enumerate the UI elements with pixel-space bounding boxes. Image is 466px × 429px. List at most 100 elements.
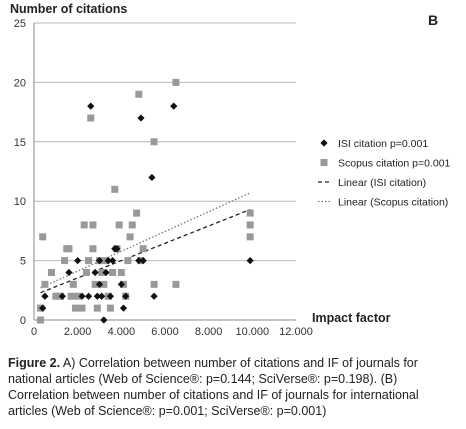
isi-point: [102, 268, 110, 277]
isi-point: [58, 292, 66, 300]
trendlines: [40, 192, 251, 294]
scopus-point: [89, 245, 97, 253]
scopus-point: [126, 233, 134, 241]
scopus-point: [117, 268, 125, 276]
scopus-point: [74, 292, 82, 300]
scopus-point: [85, 257, 93, 265]
isi-point: [84, 292, 93, 300]
scopus-point: [172, 78, 180, 86]
x-axis-label: Impact factor: [312, 311, 391, 325]
trendline: [40, 192, 251, 289]
scopus-point: [111, 185, 119, 193]
x-tick-label: 4.000: [108, 326, 136, 338]
scopus-point: [41, 280, 49, 288]
x-tick-label: 8.000: [195, 326, 223, 338]
scopus-point: [128, 221, 136, 229]
caption-text: A) Correlation between number of citatio…: [8, 356, 419, 418]
isi-point: [98, 292, 106, 300]
scatter-chart: 0 5 10 15 20 25 0 2.000 4.000 6.000 8.000 10.000 12.…: [10, 2, 451, 338]
isi-point: [113, 245, 121, 253]
isi-point: [74, 257, 82, 265]
isi-point: [119, 304, 128, 312]
scopus-point: [172, 280, 180, 288]
legend-label: Linear (Scopus citation): [338, 197, 448, 209]
y-tick-label: 25: [14, 18, 26, 30]
isi-point: [100, 316, 108, 324]
scopus-point: [246, 221, 254, 229]
scopus-point: [246, 209, 254, 217]
panel-label: B: [428, 12, 438, 28]
y-tick-label: 0: [20, 315, 26, 327]
scopus-point: [150, 280, 158, 288]
legend-marker: [320, 139, 328, 147]
x-tick-label: 12.000: [279, 326, 313, 338]
data-points: [37, 78, 254, 324]
scopus-point: [37, 316, 45, 324]
isi-point: [117, 280, 125, 288]
isi-point: [150, 292, 158, 300]
isi-point: [106, 292, 115, 300]
tick-labels: 0 5 10 15 20 25 0 2.000 4.000 6.000 8.000 10.000 12.…: [14, 18, 313, 338]
y-tick-label: 15: [14, 137, 26, 149]
isi-point: [139, 257, 147, 265]
scopus-point: [39, 233, 47, 241]
scopus-point: [87, 114, 95, 122]
caption-label: Figure 2.: [8, 356, 61, 370]
isi-point: [148, 173, 156, 182]
isi-point: [39, 304, 47, 312]
grid-lines: [34, 22, 296, 262]
scopus-point: [52, 292, 60, 300]
scopus-point: [98, 268, 106, 276]
isi-point: [65, 268, 73, 277]
isi-point: [137, 114, 145, 122]
scopus-point: [150, 138, 158, 146]
scopus-point: [246, 233, 254, 241]
isi-point: [41, 292, 49, 300]
scopus-point: [71, 304, 79, 312]
isi-point: [93, 292, 101, 300]
scopus-point: [93, 304, 101, 312]
y-tick-label: 20: [14, 77, 26, 89]
scopus-point: [67, 292, 75, 300]
scopus-point: [91, 280, 99, 288]
x-tick-label: 0: [31, 326, 37, 338]
scopus-point: [89, 221, 97, 229]
scopus-point: [106, 304, 114, 312]
figure-caption: Figure 2. A) Correlation between number …: [8, 355, 460, 419]
x-tick-label: 2.000: [64, 326, 92, 338]
scopus-point: [65, 245, 73, 253]
isi-point: [78, 292, 86, 300]
isi-point: [87, 102, 95, 110]
y-axis-label: Number of citations: [10, 2, 127, 16]
scopus-point: [115, 221, 123, 229]
scopus-point: [61, 257, 69, 265]
isi-point: [170, 102, 178, 110]
x-tick-label: 6.000: [151, 326, 179, 338]
scopus-point: [100, 280, 108, 288]
isi-point: [135, 257, 143, 265]
scopus-point: [139, 245, 147, 253]
scopus-point: [80, 221, 88, 229]
isi-point: [122, 292, 130, 300]
x-tick-label: 10.000: [236, 326, 270, 338]
scopus-point: [135, 90, 143, 98]
isi-point: [95, 257, 104, 265]
scopus-point: [124, 257, 132, 265]
axes: [33, 23, 296, 321]
y-tick-label: 5: [20, 256, 26, 268]
isi-point: [246, 257, 254, 265]
scopus-point: [133, 209, 141, 217]
scopus-point: [78, 304, 86, 312]
scopus-point: [47, 268, 55, 276]
scopus-point: [109, 268, 117, 276]
scopus-point: [69, 280, 77, 288]
isi-point: [91, 268, 99, 277]
legend-label: ISI citation p=0.001: [338, 138, 428, 150]
legend-label: Linear (ISI citation): [338, 177, 426, 189]
legend-marker: [320, 159, 328, 166]
legend: ISI citation p=0.001 Scopus citation p=0.…: [318, 138, 451, 209]
isi-point: [109, 257, 117, 265]
scopus-point: [82, 268, 90, 276]
isi-point: [104, 257, 112, 265]
legend-label: Scopus citation p=0.001: [338, 158, 451, 170]
